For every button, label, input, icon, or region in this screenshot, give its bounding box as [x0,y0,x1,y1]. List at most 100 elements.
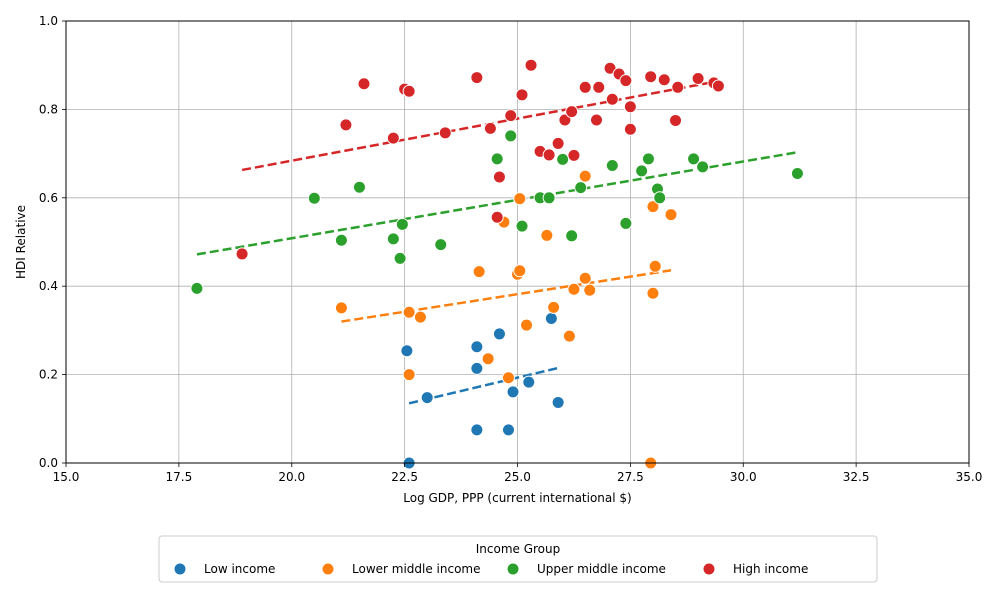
data-point-lower-middle-income [578,271,592,285]
y-axis-label: HDI Relative [14,205,28,279]
data-point-lower-middle-income [578,169,592,183]
data-point-upper-middle-income [653,191,667,205]
data-point-lower-middle-income [648,259,662,273]
data-point-lower-middle-income [513,264,527,278]
data-point-high-income [592,80,606,94]
y-tick-label: 0.4 [39,279,58,293]
data-point-high-income [657,73,671,87]
legend-box [158,535,878,583]
data-point-upper-middle-income [190,281,204,295]
data-point-upper-middle-income [696,160,710,174]
legend-item-high-income: High income [702,562,808,576]
data-point-low-income [544,311,558,325]
x-tick-label: 22.5 [391,470,418,484]
data-point-lower-middle-income [334,301,348,315]
x-tick-label: 27.5 [617,470,644,484]
data-point-low-income [551,395,565,409]
data-point-high-income [644,70,658,84]
data-point-lower-middle-income [567,282,581,296]
data-point-lower-middle-income [540,228,554,242]
data-point-lower-middle-income [481,352,495,366]
legend-item-lower-middle-income: Lower middle income [321,562,481,576]
data-point-high-income [669,113,683,127]
data-point-high-income [235,247,249,261]
data-point-low-income [492,327,506,341]
data-point-lower-middle-income [646,200,660,214]
legend-label-upper-middle-income: Upper middle income [537,562,666,576]
data-point-lower-middle-income [402,368,416,382]
data-point-high-income [542,148,556,162]
data-point-lower-middle-income [413,310,427,324]
tick-layer: 15.0 17.5 20.0 22.5 25.0 27.5 30.0 32.5 35.0 0.0 0… [39,14,982,484]
legend-title: Income Group [476,542,561,556]
x-tick-label: 25.0 [504,470,531,484]
data-point-high-income [515,88,529,102]
data-point-upper-middle-income [515,219,529,233]
data-point-lower-middle-income [646,286,660,300]
x-tick-label: 17.5 [166,470,193,484]
legend-marker-high-income [702,562,716,576]
data-point-lower-middle-income [547,300,561,314]
legend-label-low-income: Low income [204,562,275,576]
data-point-low-income [470,423,484,437]
data-point-upper-middle-income [504,129,518,143]
data-point-lower-middle-income [513,192,527,206]
y-tick-label: 0.8 [39,102,58,116]
data-point-upper-middle-income [395,217,409,231]
data-point-high-income [357,77,371,91]
data-point-high-income [492,170,506,184]
data-point-high-income [711,79,725,93]
data-point-low-income [470,340,484,354]
data-point-upper-middle-income [619,216,633,230]
x-tick-label: 30.0 [730,470,757,484]
data-point-high-income [470,71,484,85]
data-point-high-income [565,105,579,119]
data-point-upper-middle-income [334,233,348,247]
legend-marker-lower-middle-income [321,562,335,576]
data-point-high-income [691,71,705,85]
data-point-high-income [438,126,452,140]
trend-line-lower-middle-income [341,269,672,323]
data-point-high-income [504,109,518,123]
data-point-lower-middle-income [472,265,486,279]
trend-line-high-income [241,79,719,172]
data-point-upper-middle-income [641,152,655,166]
legend-label-high-income: High income [733,562,808,576]
data-point-lower-middle-income [402,305,416,319]
trend-layer [196,79,798,405]
data-point-high-income [339,118,353,132]
data-point-upper-middle-income [352,180,366,194]
legend-item-upper-middle-income: Upper middle income [506,562,666,576]
data-point-low-income [501,423,515,437]
data-point-low-income [470,361,484,375]
data-point-high-income [386,131,400,145]
legend: Income Group Low income Lower middle inco… [158,535,878,583]
legend-marker-low-income [173,562,187,576]
x-tick-label: 20.0 [278,470,305,484]
legend-items: Low income Lower middle income Upper middl… [173,562,808,576]
data-point-upper-middle-income [542,191,556,205]
data-point-high-income [483,121,497,135]
data-point-high-income [551,136,565,150]
data-point-upper-middle-income [605,159,619,173]
data-point-high-income [558,113,572,127]
y-tick-label: 1.0 [39,14,58,28]
data-point-upper-middle-income [393,251,407,265]
data-point-high-income [671,80,685,94]
data-point-upper-middle-income [434,238,448,252]
data-point-upper-middle-income [574,181,588,195]
data-point-high-income [524,58,538,72]
data-point-upper-middle-income [490,152,504,166]
legend-label-lower-middle-income: Lower middle income [352,562,481,576]
data-point-lower-middle-income [562,329,576,343]
data-point-high-income [402,84,416,98]
x-axis-label: Log GDP, PPP (current international $) [403,491,631,505]
data-point-low-income [420,391,434,405]
data-point-upper-middle-income [565,229,579,243]
legend-marker-upper-middle-income [506,562,520,576]
data-point-upper-middle-income [687,152,701,166]
data-point-high-income [590,113,604,127]
data-point-low-income [506,385,520,399]
data-point-high-income [619,74,633,88]
